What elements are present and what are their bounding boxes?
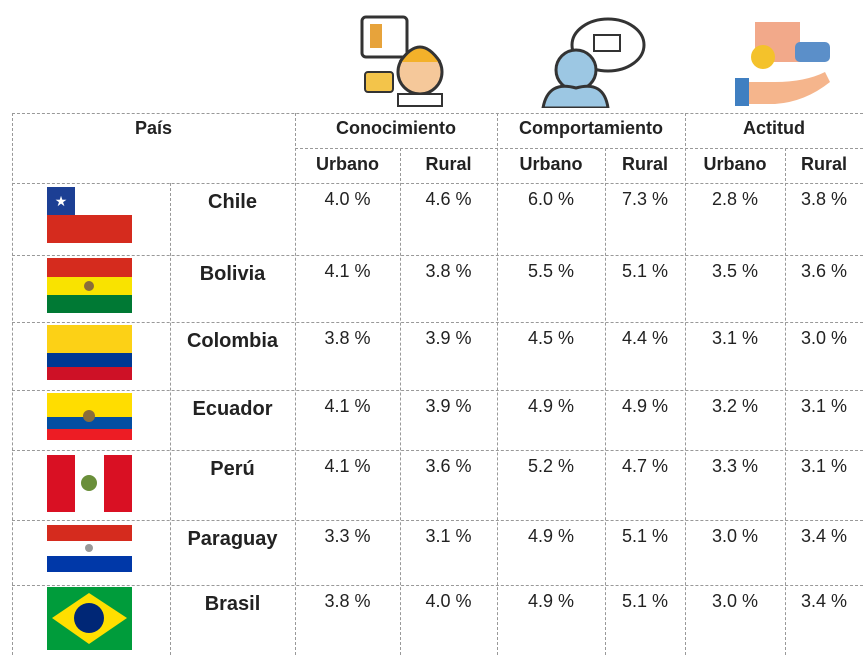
- value-cell: 4.9 %: [621, 396, 669, 416]
- header-sub: Rural: [621, 154, 668, 174]
- country-name: Perú: [210, 458, 255, 480]
- flag-brazil: [47, 587, 132, 650]
- value-cell: 4.9 %: [527, 526, 575, 546]
- svg-text:★: ★: [55, 193, 68, 209]
- behavior-icon: [541, 17, 646, 108]
- value-cell: 4.9 %: [527, 396, 575, 416]
- knowledge-icon: [360, 15, 444, 107]
- value-cell: 4.4 %: [621, 328, 669, 348]
- attitude-icon: [735, 22, 830, 106]
- country-name: Colombia: [186, 330, 279, 352]
- col-line: [12, 113, 13, 655]
- header-sub: Rural: [425, 154, 472, 174]
- row-line: [12, 322, 863, 323]
- value-cell: 3.4 %: [800, 591, 848, 611]
- col-line: [170, 183, 171, 655]
- value-cell: 6.0 %: [527, 189, 575, 209]
- col-line: [785, 148, 786, 655]
- flag-bolivia: [47, 258, 132, 313]
- flag-peru: [47, 455, 132, 512]
- flag-ecuador: [47, 393, 132, 440]
- col-line: [685, 113, 686, 655]
- value-cell: 3.0 %: [800, 328, 848, 348]
- value-cell: 3.3 %: [711, 456, 759, 476]
- row-line: [12, 450, 863, 451]
- flag-paraguay: [47, 525, 132, 572]
- col-line: [400, 148, 401, 655]
- row-line: [12, 255, 863, 256]
- header-group: Conocimiento: [336, 118, 456, 138]
- country-name: Ecuador: [192, 398, 273, 420]
- value-cell: 4.6 %: [425, 189, 472, 209]
- value-cell: 4.5 %: [527, 328, 575, 348]
- row-line: [12, 520, 863, 521]
- value-cell: 5.5 %: [527, 261, 575, 281]
- value-cell: 7.3 %: [621, 189, 669, 209]
- value-cell: 5.1 %: [621, 591, 669, 611]
- row-line: [12, 390, 863, 391]
- value-cell: 3.6 %: [800, 261, 848, 281]
- country-name: Chile: [208, 191, 257, 213]
- country-name: Brasil: [204, 593, 261, 615]
- value-cell: 3.2 %: [711, 396, 759, 416]
- value-cell: 3.1 %: [711, 328, 759, 348]
- value-cell: 3.1 %: [800, 456, 848, 476]
- value-cell: 3.3 %: [324, 526, 371, 546]
- header-sub: Urbano: [316, 154, 379, 174]
- value-cell: 3.1 %: [425, 526, 472, 546]
- value-cell: 5.1 %: [621, 261, 669, 281]
- value-cell: 4.7 %: [621, 456, 669, 476]
- value-cell: 4.0 %: [324, 189, 371, 209]
- value-cell: 3.0 %: [711, 591, 759, 611]
- value-cell: 4.9 %: [527, 591, 575, 611]
- value-cell: 5.2 %: [527, 456, 575, 476]
- row-line: [12, 183, 863, 184]
- flag-chile: ★: [47, 187, 132, 243]
- country-name: Paraguay: [187, 528, 278, 550]
- row-line: [12, 585, 863, 586]
- header-sub: Rural: [800, 154, 847, 174]
- value-cell: 3.8 %: [324, 328, 371, 348]
- header-country: País: [134, 118, 173, 138]
- value-cell: 3.8 %: [425, 261, 472, 281]
- flag-colombia: [47, 325, 132, 380]
- col-line: [605, 148, 606, 655]
- header-group: Actitud: [743, 118, 805, 138]
- header-group: Comportamiento: [519, 118, 663, 138]
- value-cell: 4.1 %: [324, 261, 371, 281]
- value-cell: 4.1 %: [324, 456, 371, 476]
- row-line: [12, 113, 863, 114]
- header-sub: Urbano: [519, 154, 583, 174]
- value-cell: 4.1 %: [324, 396, 371, 416]
- row-line: [295, 148, 863, 149]
- value-cell: 3.8 %: [800, 189, 848, 209]
- value-cell: 3.8 %: [324, 591, 371, 611]
- value-cell: 4.0 %: [425, 591, 472, 611]
- value-cell: 3.6 %: [425, 456, 472, 476]
- value-cell: 3.1 %: [800, 396, 848, 416]
- header-sub: Urbano: [703, 154, 767, 174]
- col-line: [295, 113, 296, 655]
- value-cell: 5.1 %: [621, 526, 669, 546]
- value-cell: 2.8 %: [711, 189, 759, 209]
- value-cell: 3.5 %: [711, 261, 759, 281]
- value-cell: 3.9 %: [425, 328, 472, 348]
- country-name: Bolivia: [199, 263, 266, 285]
- value-cell: 3.4 %: [800, 526, 848, 546]
- col-line: [497, 113, 498, 655]
- value-cell: 3.0 %: [711, 526, 759, 546]
- value-cell: 3.9 %: [425, 396, 472, 416]
